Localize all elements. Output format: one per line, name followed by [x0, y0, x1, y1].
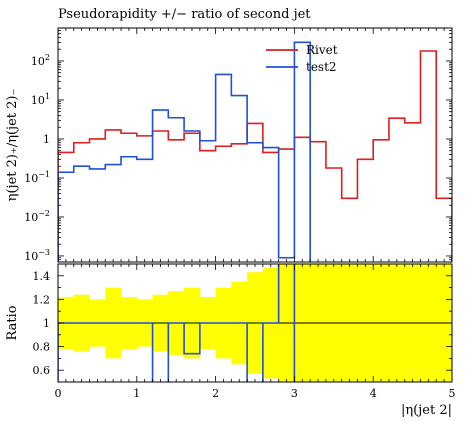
legend: Rivet test2: [266, 43, 338, 74]
main-plot: [58, 41, 452, 262]
x-tick-label: 0: [55, 387, 62, 400]
x-tick-label: 4: [370, 387, 377, 400]
x-tick-label: 2: [212, 387, 219, 400]
ratio-y-axis-label: Ratio: [5, 305, 20, 340]
y-tick-label: 10−2: [24, 209, 50, 224]
y-tick-label: 10−3: [24, 248, 50, 263]
y-tick-label: 102: [31, 53, 50, 68]
ratio-y-tick-label: 0.6: [33, 364, 51, 377]
series-line-test2: [58, 41, 311, 262]
ratio-plot: [58, 264, 452, 382]
x-tick-label: 5: [449, 387, 456, 400]
x-axis-label: |η(jet 2|: [401, 403, 452, 418]
ratio-y-tick-label: 1.2: [33, 293, 51, 306]
chart-title: Pseudorapidity +/− ratio of second jet: [58, 7, 311, 22]
ratio-series-line-test2: [58, 264, 296, 382]
y-tick-label: 101: [31, 92, 50, 107]
x-tick-label: 3: [291, 387, 298, 400]
y-tick-label: 10−1: [24, 170, 50, 185]
ratio-y-tick-label: 1: [43, 317, 50, 330]
x-tick-label: 1: [133, 387, 140, 400]
ratio-y-tick-label: 1.4: [33, 270, 51, 283]
legend-label: Rivet: [306, 43, 338, 57]
series-line-rivet: [58, 50, 452, 262]
main-plot-frame: [57, 27, 453, 263]
main-y-axis-label: η(jet 2)₊/η(jet 2)₋: [5, 89, 20, 202]
y-tick-label: 1: [43, 133, 50, 146]
legend-label: test2: [306, 60, 337, 74]
ratio-y-tick-label: 0.8: [33, 341, 51, 354]
